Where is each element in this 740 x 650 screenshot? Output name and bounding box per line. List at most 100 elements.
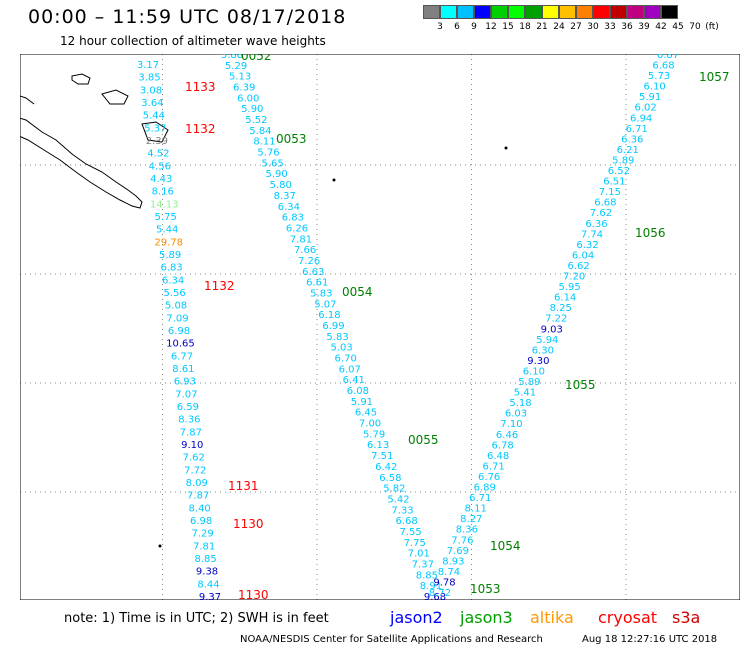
jason3-desc-swh-value: 6.34 (278, 202, 300, 213)
pass-time-label: 0054 (342, 285, 373, 299)
jason3-asc-swh-value: 5.94 (536, 335, 558, 346)
jason3-asc-swh-value: 6.89 (474, 483, 496, 494)
jason3-asc-swh-value: 6.36 (621, 134, 643, 145)
cryosat-swh-value: 3.64 (141, 98, 163, 109)
scale-label: 9 (471, 22, 477, 32)
jason3-asc-swh-value: 6.14 (554, 293, 576, 304)
jason3-asc-swh-value: 6.36 (585, 219, 607, 230)
pass-time-label: 1131 (228, 479, 259, 493)
jason3-asc-swh-value: 7.10 (500, 419, 522, 430)
scale-label: 18 (519, 22, 531, 32)
scale-label: 42 (655, 22, 667, 32)
scale-swatch (508, 5, 525, 19)
jason3-asc-swh-value: 7.20 (563, 272, 585, 283)
jason3-asc-swh-value: 7.22 (545, 314, 567, 325)
scale-label: 15 (502, 22, 514, 32)
jason3-desc-swh-value: 5.90 (241, 104, 263, 115)
cryosat-swh-value: 3.85 (138, 73, 160, 84)
jason3-asc-swh-value: 6.76 (478, 472, 500, 483)
cryosat-swh-value: 6.77 (171, 351, 193, 362)
map-svg: 165168171174177-20-22-24-26-28-30 3.173.… (0, 49, 740, 619)
jason3-desc-swh-value: 8.11 (253, 137, 275, 148)
cryosat-swh-value: 2.39 (146, 136, 168, 147)
jason3-desc-swh-value: 6.61 (306, 278, 328, 289)
loyalty-island-2-coast (101, 89, 129, 105)
jason3-asc-swh-value: 6.21 (617, 145, 639, 156)
page-subtitle: 12 hour collection of altimeter wave hei… (60, 34, 326, 48)
scale-swatch (576, 5, 593, 19)
small-islet-3 (158, 544, 162, 548)
swh-tracks: 3.173.853.083.645.445.372.394.524.564.43… (137, 50, 679, 603)
cryosat-swh-value: 8.40 (189, 503, 211, 514)
scale-swatch (474, 5, 491, 19)
jason3-desc-swh-value: 5.42 (387, 494, 409, 505)
jason3-asc-swh-value: 6.71 (469, 493, 491, 504)
jason3-asc-swh-value: 6.68 (652, 61, 674, 72)
scale-swatch (627, 5, 644, 19)
jason3-asc-swh-value: 6.46 (496, 430, 518, 441)
scale-label: 36 (621, 22, 633, 32)
satellite-legend-jason2: jason2 (390, 608, 443, 627)
cryosat-swh-value: 9.10 (181, 440, 203, 451)
cryosat-swh-value: 7.62 (183, 453, 205, 464)
jason3-desc-swh-value: 6.00 (237, 93, 259, 104)
scale-label: 27 (570, 22, 582, 32)
cryosat-swh-value: 6.59 (177, 402, 199, 413)
jason3-desc-swh-value: 5.29 (225, 61, 247, 72)
cryosat-swh-value: 4.43 (150, 174, 172, 185)
cryosat-swh-value: 6.83 (160, 263, 182, 274)
cryosat-swh-value: 5.08 (165, 301, 187, 312)
jason3-asc-swh-value: 7.76 (451, 535, 473, 546)
cryosat-swh-value: 7.87 (187, 491, 209, 502)
jason3-desc-swh-value: 7.51 (371, 451, 393, 462)
scale-swatch (610, 5, 627, 19)
scale-label: 39 (638, 22, 650, 32)
jason3-desc-swh-value: 5.65 (261, 158, 283, 169)
jason3-desc-swh-value: 6.07 (339, 364, 361, 375)
cryosat-swh-value: 14.13 (150, 199, 179, 210)
cryosat-swh-value: 9.37 (199, 592, 221, 600)
scale-swatch (559, 5, 576, 19)
pass-time-label: 1133 (185, 80, 216, 94)
cryosat-swh-value: 5.75 (155, 212, 177, 223)
jason3-asc-swh-value: 5.73 (648, 71, 670, 82)
jason3-asc-swh-value: 6.71 (483, 461, 505, 472)
scale-swatch (440, 5, 457, 19)
cryosat-swh-value: 7.72 (184, 465, 206, 476)
jason3-asc-swh-value: 6.48 (487, 451, 509, 462)
jason3-desc-swh-value: 7.26 (298, 256, 320, 267)
map-area: 165168171174177-20-22-24-26-28-30 3.173.… (0, 49, 740, 619)
cryosat-swh-value: 8.85 (194, 554, 216, 565)
jason3-desc-swh-value: 7.33 (391, 505, 413, 516)
pass-time-label: 1053 (470, 582, 501, 596)
jason3-desc-swh-value: 5.03 (330, 343, 352, 354)
scale-label: 12 (485, 22, 497, 32)
cryosat-swh-value: 7.09 (166, 313, 188, 324)
jason3-asc-swh-value: 9.78 (433, 577, 455, 588)
cryosat-swh-value: 5.44 (143, 111, 165, 122)
satellite-legend-jason3: jason3 (460, 608, 513, 627)
pass-time-label: 1054 (490, 539, 521, 553)
pass-time-label: 1132 (185, 122, 216, 136)
credit-line: NOAA/NESDIS Center for Satellite Applica… (240, 634, 543, 645)
jason3-desc-swh-value: 5.83 (310, 288, 332, 299)
cryosat-swh-value: 7.87 (180, 427, 202, 438)
jason3-desc-swh-value: 6.41 (343, 375, 365, 386)
cryosat-swh-value: 9.38 (196, 567, 218, 578)
scale-swatch (525, 5, 542, 19)
jason3-desc-swh-value: 6.45 (355, 408, 377, 419)
pass-time-label: 1132 (204, 279, 235, 293)
new-caledonia-coast (0, 111, 143, 209)
jason3-desc-swh-value: 6.83 (282, 213, 304, 224)
scale-label: 45 (672, 22, 684, 32)
cryosat-swh-value: 8.44 (197, 579, 219, 590)
jason3-desc-swh-value: 5.79 (363, 429, 385, 440)
jason3-asc-swh-value: 6.04 (572, 250, 594, 261)
cryosat-swh-value: 8.09 (186, 478, 208, 489)
scale-label: (ft) (705, 22, 719, 32)
jason3-asc-swh-value: 6.30 (532, 345, 554, 356)
small-islet (332, 178, 336, 182)
coastline (0, 73, 508, 548)
jason3-desc-swh-value: 5.52 (245, 115, 267, 126)
